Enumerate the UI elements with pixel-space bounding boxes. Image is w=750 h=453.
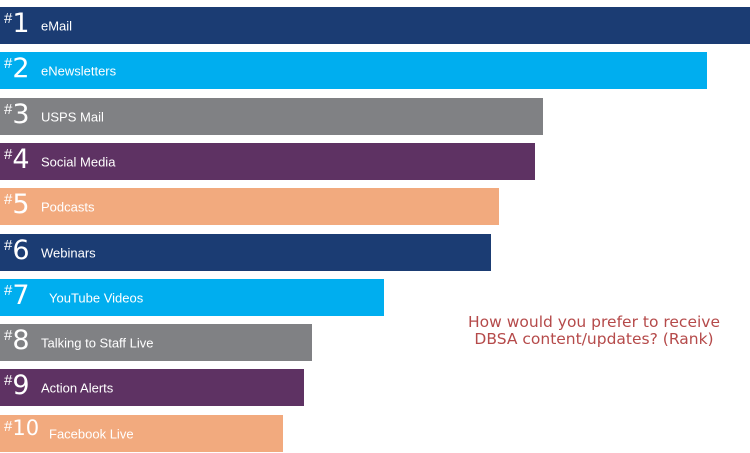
- bar-category-label: eNewsletters: [41, 63, 117, 78]
- chart-title-line-1: How would you prefer to receive: [467, 313, 721, 331]
- rank-label: #7: [4, 282, 30, 309]
- bar-category-label: Podcasts: [41, 199, 95, 214]
- rank-label: #5: [4, 191, 30, 218]
- rank-hash: #: [4, 282, 13, 299]
- bar-facebook-live: #10 Facebook Live: [0, 415, 283, 452]
- rank-label: #6: [4, 237, 30, 264]
- rank-label: #8: [4, 327, 30, 354]
- rank-hash: #: [4, 327, 13, 344]
- rank-label: #1: [4, 10, 30, 37]
- bar-talking-to-staff-live: #8 Talking to Staff Live: [0, 324, 312, 361]
- rank-number: 10: [12, 416, 40, 440]
- rank-number: 8: [12, 325, 30, 356]
- rank-label: #10: [4, 418, 39, 439]
- bar-usps-mail: #3 USPS Mail: [0, 98, 543, 135]
- bar-category-label: Facebook Live: [49, 426, 134, 441]
- bar-action-alerts: #9 Action Alerts: [0, 369, 304, 406]
- rank-hash: #: [4, 146, 13, 163]
- bar-email: #1 eMail: [0, 7, 750, 44]
- rank-hash: #: [4, 372, 13, 389]
- chart-title-line-2: DBSA content/updates? (Rank): [474, 330, 714, 348]
- rank-number: 9: [12, 370, 30, 401]
- rank-number: 5: [12, 189, 30, 220]
- rank-hash: #: [4, 55, 13, 72]
- rank-label: #2: [4, 55, 30, 82]
- rank-label: #3: [4, 101, 30, 128]
- rank-number: 7: [12, 280, 30, 311]
- bar-category-label: Social Media: [41, 154, 116, 169]
- bar-podcasts: #5 Podcasts: [0, 188, 499, 225]
- bar-social-media: #4 Social Media: [0, 143, 535, 180]
- bar-category-label: Talking to Staff Live: [41, 335, 154, 350]
- rank-number: 1: [12, 8, 30, 39]
- bar-youtube-videos: #7 YouTube Videos: [0, 279, 384, 316]
- bar-category-label: eMail: [41, 18, 73, 33]
- rank-hash: #: [4, 191, 13, 208]
- rank-hash: #: [4, 101, 13, 118]
- rank-label: #4: [4, 146, 30, 173]
- rank-hash: #: [4, 10, 13, 27]
- rank-number: 3: [12, 99, 30, 130]
- bar-webinars: #6 Webinars: [0, 234, 491, 271]
- rank-hash: #: [4, 418, 13, 435]
- chart-title: How would you prefer to receive DBSA con…: [455, 314, 733, 348]
- rank-number: 2: [12, 53, 30, 84]
- bar-category-label: YouTube Videos: [49, 290, 144, 305]
- rank-hash: #: [4, 237, 13, 254]
- rank-label: #9: [4, 372, 30, 399]
- bar-category-label: Webinars: [41, 245, 96, 260]
- rank-number: 4: [12, 144, 30, 175]
- bar-category-label: USPS Mail: [41, 109, 104, 124]
- bar-enewsletters: #2 eNewsletters: [0, 52, 707, 89]
- rank-number: 6: [12, 235, 30, 266]
- bar-category-label: Action Alerts: [41, 380, 114, 395]
